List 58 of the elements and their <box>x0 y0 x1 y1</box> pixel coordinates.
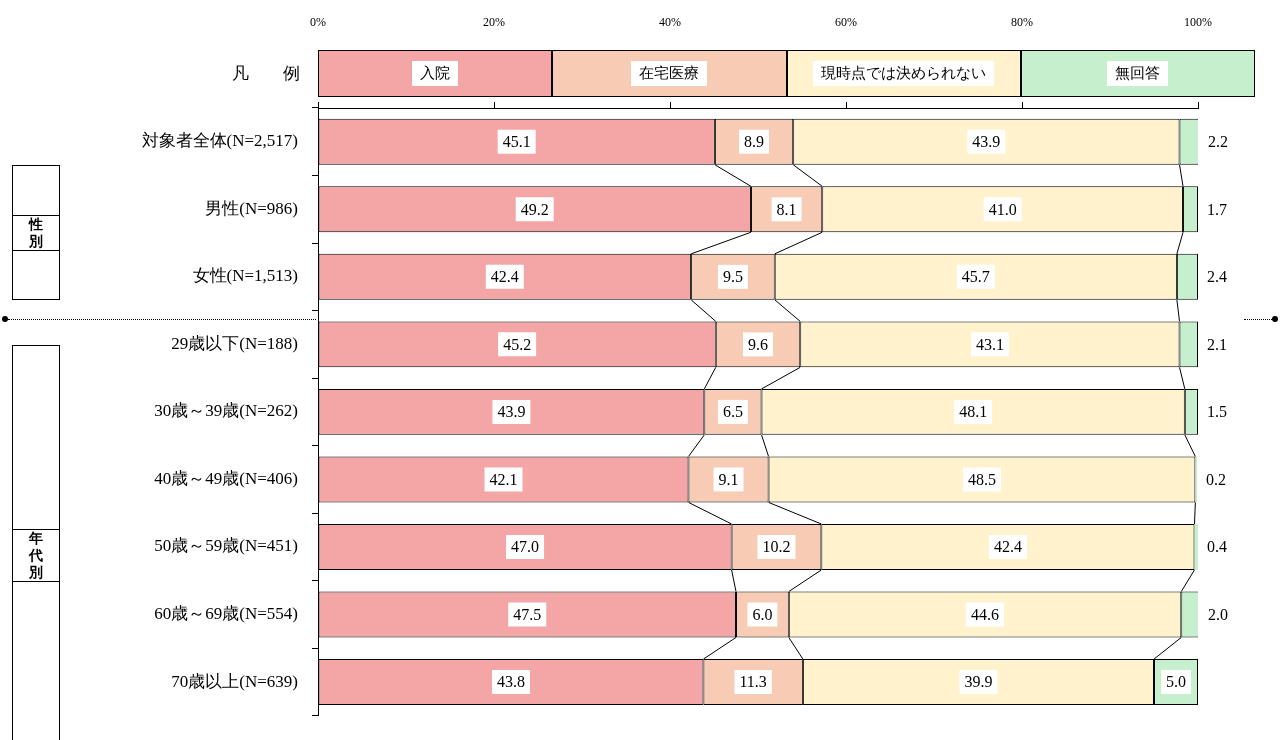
data-label: 10.2 <box>762 538 791 556</box>
y-tick-label: 29歳以下(N=188) <box>171 333 298 353</box>
data-label: 5.0 <box>1166 673 1186 691</box>
x-tick-label: 80% <box>1011 14 1033 29</box>
data-label: 49.2 <box>520 200 549 218</box>
text: 年代別 <box>12 528 60 582</box>
y-tick-label: 30歳～39歳(N=262) <box>154 401 298 421</box>
data-label: 44.6 <box>971 605 1000 623</box>
data-label: 0.2 <box>1206 470 1227 488</box>
x-tick-label: 0% <box>310 14 326 29</box>
data-label: 43.9 <box>497 403 526 421</box>
legend-title: 凡 例 <box>231 63 300 85</box>
y-tick-label: 50歳～59歳(N=451) <box>154 536 298 556</box>
data-label: 2.4 <box>1207 268 1227 286</box>
x-tick-label: 60% <box>835 14 857 29</box>
data-label: 45.2 <box>503 335 532 353</box>
data-label: 2.2 <box>1207 132 1228 150</box>
data-label: 6.5 <box>722 403 743 421</box>
data-label: 42.4 <box>993 538 1022 556</box>
data-label: 8.9 <box>744 132 765 150</box>
data-label: 43.9 <box>972 132 1001 150</box>
data-label: 42.1 <box>489 470 518 488</box>
text: 現時点では決められない <box>813 61 995 86</box>
x-tick-label: 20% <box>483 14 505 29</box>
text: 無回答 <box>1107 61 1169 86</box>
data-label: 2.1 <box>1207 335 1227 353</box>
data-label: 1.7 <box>1207 200 1227 218</box>
data-label: 9.1 <box>718 470 739 488</box>
y-tick-label: 女性(N=1,513) <box>192 266 298 286</box>
data-label: 11.3 <box>739 673 767 691</box>
y-tick-label: 60歳～69歳(N=554) <box>154 603 298 623</box>
data-label: 45.1 <box>502 132 531 150</box>
data-label: 48.1 <box>959 403 988 421</box>
y-tick-label: 70歳以上(N=639) <box>171 671 298 691</box>
data-label: 0.4 <box>1207 538 1227 556</box>
data-label: 2.0 <box>1207 605 1228 623</box>
data-label: 42.4 <box>490 268 519 286</box>
data-label: 47.0 <box>511 538 540 556</box>
data-label: 1.5 <box>1207 403 1227 421</box>
data-label: 8.1 <box>776 200 797 218</box>
data-label: 39.9 <box>964 673 993 691</box>
y-tick-label: 男性(N=986) <box>205 198 298 218</box>
data-label: 43.1 <box>975 335 1004 353</box>
data-label: 41.0 <box>988 200 1017 218</box>
data-label: 43.8 <box>496 673 525 691</box>
data-label: 48.5 <box>967 470 996 488</box>
text: 性別 <box>12 214 60 251</box>
data-label: 47.5 <box>513 605 542 623</box>
data-label: 9.5 <box>722 268 743 286</box>
data-label: 9.6 <box>748 335 768 353</box>
data-label: 6.0 <box>752 605 773 623</box>
data-label: 45.7 <box>961 268 990 286</box>
y-tick-label: 対象者全体(N=2,517) <box>141 131 298 151</box>
text: 入院 <box>412 61 459 86</box>
x-tick-label: 40% <box>659 14 681 29</box>
x-tick-label: 100% <box>1184 14 1212 29</box>
text: 在宅医療 <box>631 61 708 86</box>
y-tick-label: 40歳～49歳(N=406) <box>154 468 298 488</box>
